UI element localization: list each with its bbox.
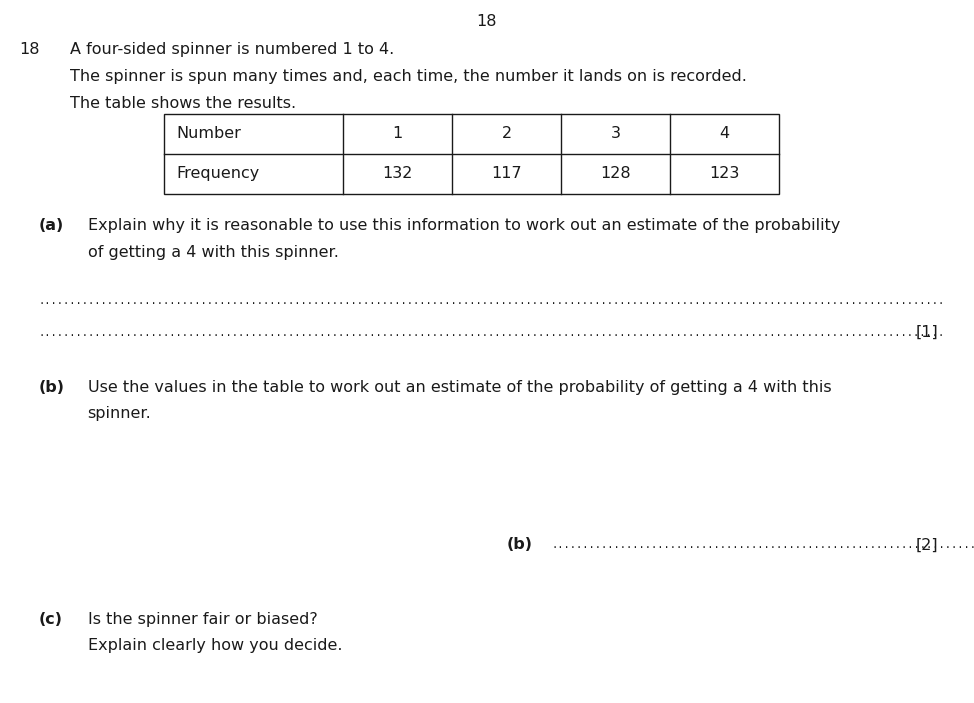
Text: Use the values in the table to work out an estimate of the probability of gettin: Use the values in the table to work out … [88,380,831,394]
Text: ................................................................................: ........................................… [39,296,945,306]
Text: The spinner is spun many times and, each time, the number it lands on is recorde: The spinner is spun many times and, each… [70,69,747,84]
Text: [2]: [2] [916,537,938,553]
Text: Frequency: Frequency [176,167,259,181]
Text: The table shows the results.: The table shows the results. [70,96,296,110]
Text: 117: 117 [492,167,522,181]
Text: Explain clearly how you decide.: Explain clearly how you decide. [88,638,342,653]
Text: 18: 18 [476,14,498,29]
Text: A four-sided spinner is numbered 1 to 4.: A four-sided spinner is numbered 1 to 4. [70,42,394,57]
Text: 128: 128 [600,167,631,181]
Text: of getting a 4 with this spinner.: of getting a 4 with this spinner. [88,245,339,259]
Text: 3: 3 [611,127,620,141]
Text: 2: 2 [502,127,512,141]
Bar [164,114,779,194]
Text: ................................................................................: ........................................… [39,328,945,337]
Text: (b): (b) [506,537,533,553]
Text: ......................................................................: ........................................… [551,540,974,550]
Text: Number: Number [176,127,242,141]
Text: [1]: [1] [916,325,938,340]
Text: 18: 18 [19,42,40,57]
Text: (b): (b) [39,380,65,394]
Text: (a): (a) [39,218,64,233]
Text: 132: 132 [383,167,413,181]
Text: 1: 1 [393,127,403,141]
Text: Is the spinner fair or biased?: Is the spinner fair or biased? [88,612,318,626]
Text: (c): (c) [39,612,63,626]
Text: 4: 4 [720,127,730,141]
Text: Explain why it is reasonable to use this information to work out an estimate of : Explain why it is reasonable to use this… [88,218,840,233]
Text: spinner.: spinner. [88,406,151,421]
Text: 123: 123 [709,167,740,181]
